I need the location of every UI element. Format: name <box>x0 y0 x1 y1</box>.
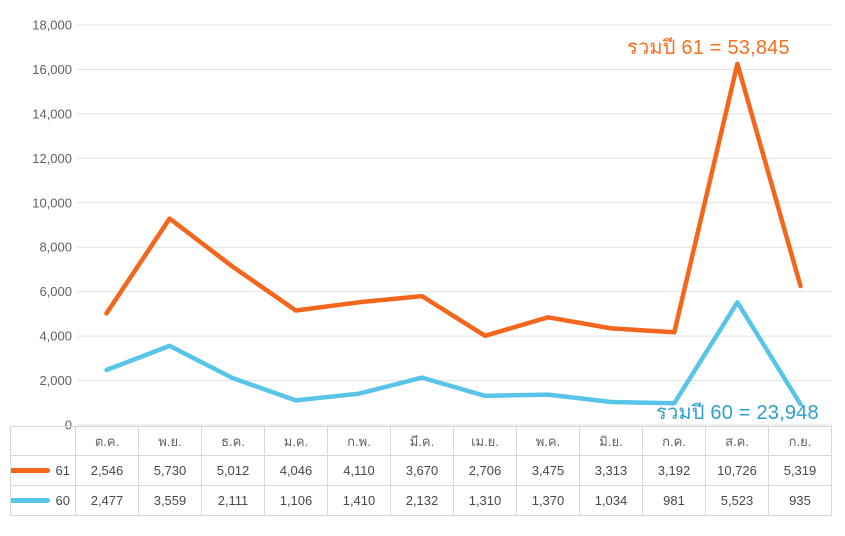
month-header-cell: ม.ค. <box>264 426 328 456</box>
value-cell: 2,111 <box>201 485 265 516</box>
month-header-cell: ส.ค. <box>705 426 769 456</box>
value-cell: 5,012 <box>201 455 265 486</box>
annotation-total-61: รวมปี 61 = 53,845 <box>627 37 790 59</box>
series-line-61 <box>104 61 803 339</box>
value-cell: 2,477 <box>75 485 139 516</box>
legend-label-61: 61 <box>55 463 70 478</box>
value-cell: 3,670 <box>390 455 454 486</box>
month-header-cell: ก.ค. <box>642 426 706 456</box>
value-cell: 1,106 <box>264 485 328 516</box>
legend-key-61: 61 <box>10 455 76 486</box>
legend-label-60: 60 <box>55 493 70 508</box>
y-axis-label: 0 <box>65 418 72 431</box>
month-header-cell: พ.ค. <box>516 426 580 456</box>
y-axis-label: 18,000 <box>32 18 72 33</box>
month-header-cell: พ.ย. <box>138 426 202 456</box>
y-axis-label: 14,000 <box>32 106 72 121</box>
legend-swatch-61 <box>11 468 50 473</box>
value-cell: 2,706 <box>453 455 517 486</box>
value-cell: 2,132 <box>390 485 454 516</box>
y-axis-label: 2,000 <box>39 373 72 388</box>
legend-key-60: 60 <box>10 485 76 516</box>
value-cell: 5,319 <box>768 455 832 486</box>
value-cell: 1,310 <box>453 485 517 516</box>
value-cell: 935 <box>768 485 832 516</box>
month-header-cell: ก.พ. <box>327 426 391 456</box>
month-header-cell: มิ.ย. <box>579 426 643 456</box>
series-line-60 <box>104 300 803 407</box>
value-cell: 4,110 <box>327 455 391 486</box>
value-cell: 1,410 <box>327 485 391 516</box>
month-header-cell: ธ.ค. <box>201 426 265 456</box>
value-cell: 4,046 <box>264 455 328 486</box>
table-row-60: 60 2,477 3,559 2,111 1,106 1,410 2,132 1,310 1,3… <box>10 485 832 516</box>
month-header-cell: ก.ย. <box>768 426 832 456</box>
month-header-cell: เม.ย. <box>453 426 517 456</box>
value-cell: 5,523 <box>705 485 769 516</box>
y-axis-label: 4,000 <box>39 329 72 344</box>
value-cell: 10,726 <box>705 455 769 486</box>
value-cell: 3,475 <box>516 455 580 486</box>
month-header-cell: ต.ค. <box>75 426 139 456</box>
value-cell: 3,192 <box>642 455 706 486</box>
value-cell: 981 <box>642 485 706 516</box>
value-cell: 5,730 <box>138 455 202 486</box>
chart-canvas: 0 2,000 4,000 6,000 8,000 10,000 12,000 14,000 1… <box>32 18 832 433</box>
table-header-row: ต.ค. พ.ย. ธ.ค. ม.ค. ก.พ. มี.ค. เม.ย. พ.ค. มิ.ย. ก… <box>10 426 832 456</box>
value-cell: 3,313 <box>579 455 643 486</box>
y-axis-label: 16,000 <box>32 62 72 77</box>
legend-swatch-60 <box>11 498 50 503</box>
value-cell: 1,034 <box>579 485 643 516</box>
annotation-total-60: รวมปี 60 = 23,948 <box>656 402 819 424</box>
y-axis-label: 6,000 <box>39 284 72 299</box>
month-header-cell: มี.ค. <box>390 426 454 456</box>
y-axis-label: 8,000 <box>39 240 72 255</box>
value-cell: 1,370 <box>516 485 580 516</box>
value-cell: 2,546 <box>75 455 139 486</box>
line-chart: 0 2,000 4,000 6,000 8,000 10,000 12,000 14,000 1… <box>32 18 832 433</box>
data-table: ต.ค. พ.ย. ธ.ค. ม.ค. ก.พ. มี.ค. เม.ย. พ.ค. มิ.ย. ก… <box>10 426 832 516</box>
table-row-61: 61 2,546 5,730 5,012 4,046 4,110 3,670 2,706 3,4… <box>10 455 832 486</box>
y-axis-label: 12,000 <box>32 151 72 166</box>
table-corner-blank <box>10 426 76 456</box>
value-cell: 3,559 <box>138 485 202 516</box>
y-axis-label: 10,000 <box>32 195 72 210</box>
